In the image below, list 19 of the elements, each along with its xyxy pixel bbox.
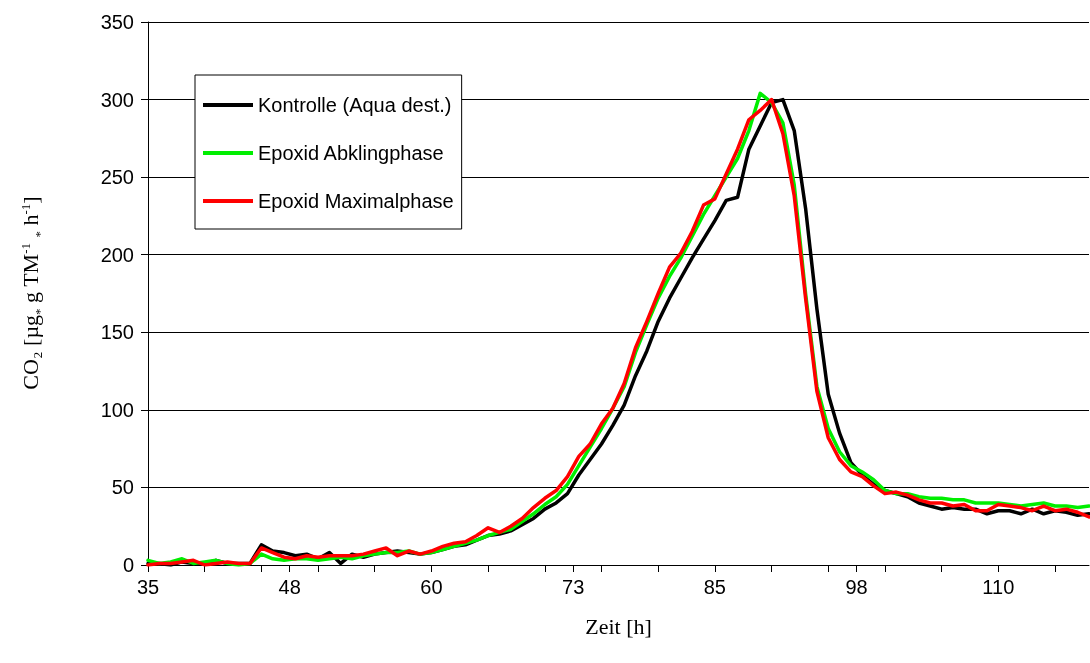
- legend-label: Epoxid Abklingphase: [258, 142, 444, 164]
- y-tick-label: 50: [111, 476, 134, 499]
- y-tick-label: 100: [100, 398, 134, 421]
- y-tick-label: 200: [100, 243, 134, 266]
- x-tick-label: 110: [982, 576, 1015, 598]
- x-tick-label: 98: [845, 576, 868, 598]
- x-tick-label: 73: [562, 576, 585, 598]
- legend-label: Kontrolle (Aqua dest.): [258, 94, 452, 116]
- x-tick-label: 48: [278, 576, 301, 598]
- x-tick-label: 60: [420, 576, 443, 598]
- y-tick-label: 150: [100, 321, 134, 344]
- y-tick-label: 300: [100, 88, 134, 111]
- x-tick-label: 35: [136, 576, 160, 598]
- y-tick-label: 250: [100, 166, 134, 189]
- x-axis-title: Zeit [h]: [585, 613, 652, 639]
- y-tick-label: 350: [100, 11, 134, 33]
- y-tick-label: 0: [122, 554, 134, 576]
- legend-label: Epoxid Maximalphase: [258, 190, 454, 212]
- x-tick-label: 85: [703, 576, 726, 598]
